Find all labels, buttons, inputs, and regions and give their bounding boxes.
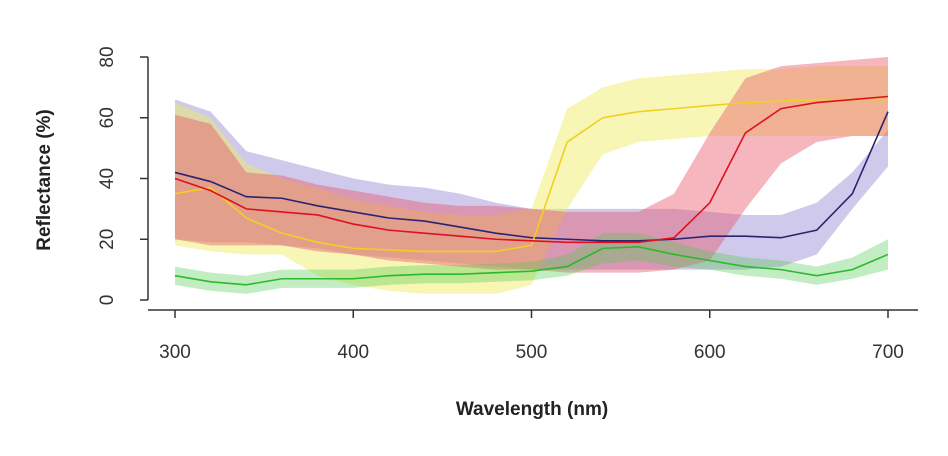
y-tick-label: 20 (97, 229, 118, 250)
x-tick-label: 400 (337, 342, 369, 363)
x-tick-label: 500 (516, 342, 548, 363)
mean-lines (174, 95, 889, 286)
confidence-bands (175, 57, 888, 294)
line-series-4 (174, 246, 889, 286)
line-series-2 (174, 98, 888, 253)
band-series-1 (175, 99, 888, 270)
x-tick-label: 700 (872, 342, 904, 363)
x-ticks: 300 400 500 600 700 (159, 310, 904, 363)
y-axis-title: Reflectance (%) (34, 109, 55, 251)
band-series-2 (175, 66, 888, 294)
y-ticks: 0 20 40 60 80 (97, 46, 148, 305)
line-series-1 (174, 111, 889, 242)
band-series-3 (175, 57, 888, 273)
x-axis-title: Wavelength (nm) (456, 399, 608, 420)
y-tick-label: 0 (97, 295, 118, 306)
line-series-3 (174, 95, 889, 244)
x-tick-label: 600 (694, 342, 726, 363)
x-tick-label: 300 (159, 342, 191, 363)
y-tick-label: 80 (97, 46, 118, 67)
y-tick-label: 40 (97, 168, 118, 189)
y-tick-label: 60 (97, 107, 118, 128)
